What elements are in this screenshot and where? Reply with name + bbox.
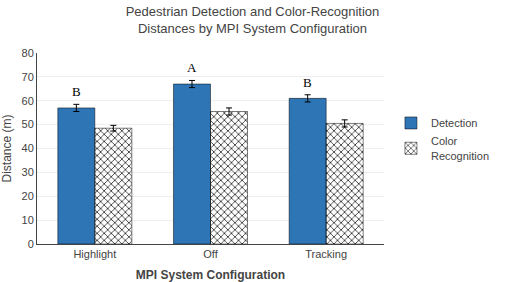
svg-text:Pedestrian Detection and Color: Pedestrian Detection and Color-Recogniti… [126, 4, 380, 36]
svg-text:40: 40 [22, 142, 34, 154]
svg-text:A: A [187, 60, 197, 75]
svg-text:Tracking: Tracking [305, 248, 347, 260]
svg-text:MPI System Configuration: MPI System Configuration [136, 268, 285, 282]
svg-text:80: 80 [22, 47, 34, 59]
svg-text:Off: Off [203, 248, 218, 260]
svg-text:Distance (m): Distance (m) [0, 114, 14, 182]
svg-text:10: 10 [22, 214, 34, 226]
svg-text:70: 70 [22, 71, 34, 83]
svg-text:30: 30 [22, 166, 34, 178]
svg-text:0: 0 [28, 238, 34, 250]
svg-text:60: 60 [22, 95, 34, 107]
svg-text:ColorRecognition: ColorRecognition [431, 135, 489, 161]
svg-text:Highlight: Highlight [73, 248, 116, 260]
svg-text:Detection: Detection [431, 117, 477, 129]
svg-text:B: B [72, 84, 81, 99]
svg-text:20: 20 [22, 190, 34, 202]
svg-text:B: B [303, 75, 312, 90]
svg-text:50: 50 [22, 118, 34, 130]
